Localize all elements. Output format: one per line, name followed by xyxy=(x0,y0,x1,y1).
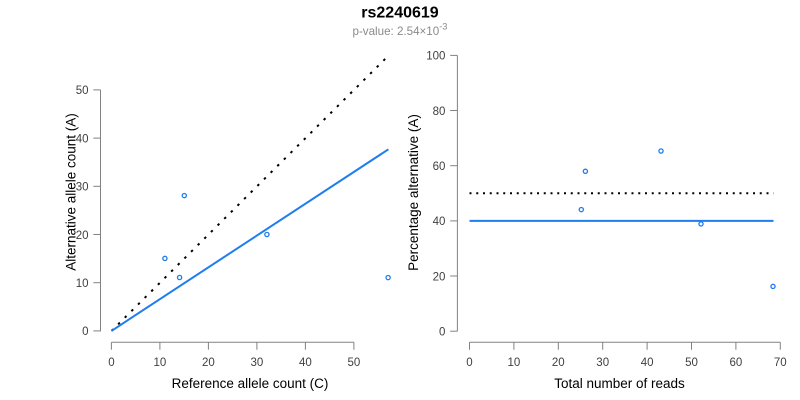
svg-text:30: 30 xyxy=(251,357,264,369)
svg-text:10: 10 xyxy=(154,357,167,369)
svg-text:60: 60 xyxy=(730,357,743,369)
svg-text:20: 20 xyxy=(552,357,565,369)
svg-text:50: 50 xyxy=(348,357,361,369)
svg-text:Total number of reads: Total number of reads xyxy=(554,376,685,391)
svg-text:10: 10 xyxy=(508,357,521,369)
svg-text:30: 30 xyxy=(76,182,89,194)
svg-text:40: 40 xyxy=(433,216,446,228)
svg-text:30: 30 xyxy=(596,357,609,369)
svg-text:60: 60 xyxy=(433,161,446,173)
svg-text:20: 20 xyxy=(433,271,446,283)
svg-text:70: 70 xyxy=(774,357,787,369)
svg-text:0: 0 xyxy=(466,357,472,369)
svg-text:100: 100 xyxy=(426,51,445,63)
svg-text:Alternative allele count (A): Alternative allele count (A) xyxy=(64,113,79,271)
svg-text:50: 50 xyxy=(76,85,89,97)
svg-text:rs2240619: rs2240619 xyxy=(361,5,439,22)
svg-text:p-value: 2.54×10-3: p-value: 2.54×10-3 xyxy=(353,22,448,38)
svg-text:20: 20 xyxy=(202,357,215,369)
svg-text:40: 40 xyxy=(299,357,312,369)
svg-text:40: 40 xyxy=(641,357,654,369)
svg-text:0: 0 xyxy=(439,327,445,339)
svg-text:0: 0 xyxy=(82,326,88,338)
svg-text:0: 0 xyxy=(108,357,114,369)
svg-text:Percentage alternative (A): Percentage alternative (A) xyxy=(406,114,421,271)
svg-text:20: 20 xyxy=(76,230,89,242)
svg-text:40: 40 xyxy=(76,133,89,145)
svg-text:Reference allele count (C): Reference allele count (C) xyxy=(172,376,329,391)
svg-text:80: 80 xyxy=(433,106,446,118)
svg-text:10: 10 xyxy=(76,278,89,290)
svg-text:50: 50 xyxy=(685,357,698,369)
